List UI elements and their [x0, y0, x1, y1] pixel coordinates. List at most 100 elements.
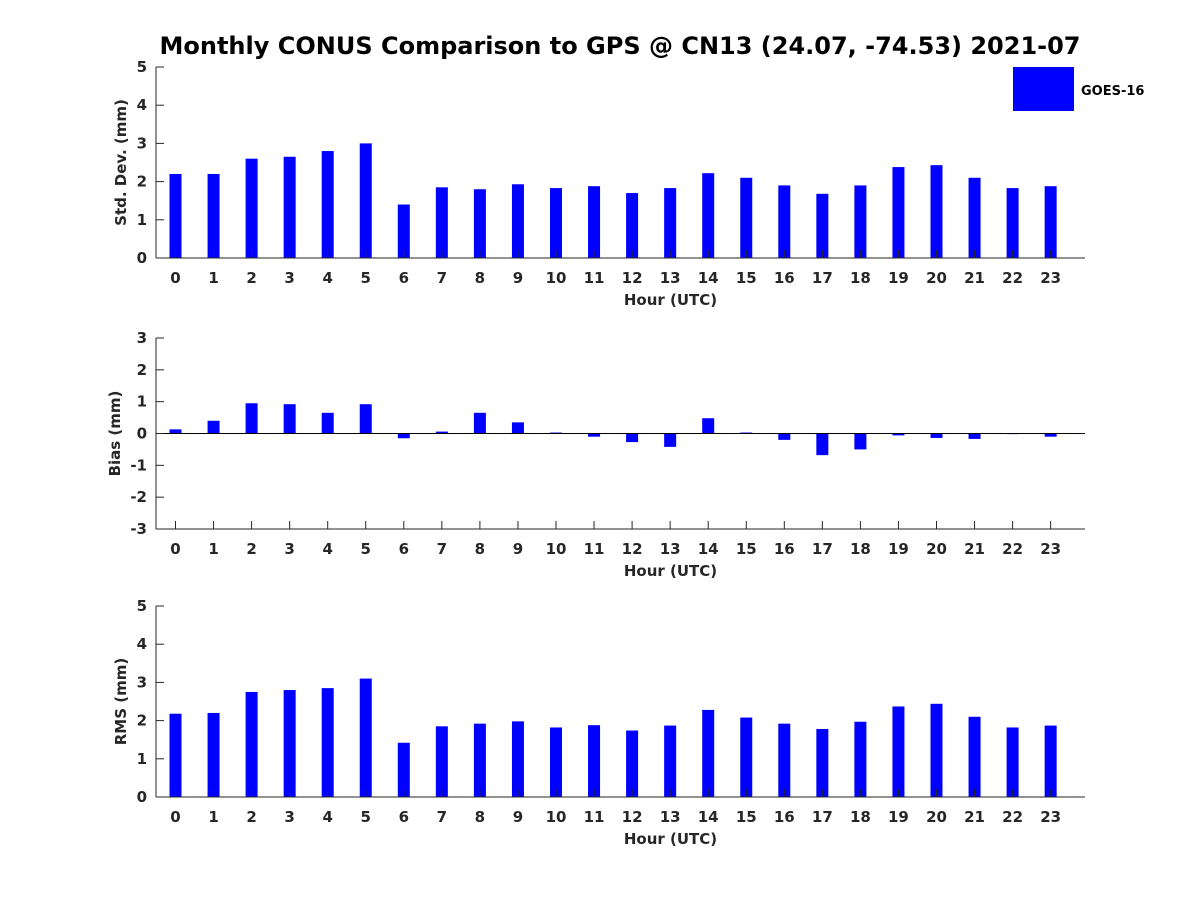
- x-tick-label: 14: [698, 808, 719, 826]
- x-axis-label: Hour (UTC): [624, 830, 717, 848]
- x-tick-label: 5: [361, 269, 371, 287]
- y-tick-label: 2: [137, 173, 147, 191]
- x-tick-label: 12: [622, 808, 643, 826]
- x-tick-label: 2: [246, 269, 256, 287]
- legend: GOES-16: [1013, 67, 1144, 111]
- y-tick-label: 2: [137, 712, 147, 730]
- bar-hour-9: [511, 184, 524, 258]
- bar-hour-5: [359, 404, 372, 434]
- x-tick-label: 11: [584, 540, 605, 558]
- x-tick-label: 15: [736, 540, 757, 558]
- bar-hour-14: [702, 173, 715, 258]
- x-tick-label: 9: [513, 808, 523, 826]
- x-tick-label: 8: [475, 269, 485, 287]
- x-tick-label: 4: [322, 269, 332, 287]
- x-tick-label: 8: [475, 540, 485, 558]
- y-tick-label: -2: [130, 488, 147, 506]
- bar-hour-6: [397, 433, 410, 439]
- bar-hour-6: [397, 742, 410, 797]
- x-tick-label: 1: [208, 540, 218, 558]
- bar-hour-12: [626, 730, 639, 797]
- bar-hour-16: [778, 433, 791, 440]
- x-tick-label: 11: [584, 808, 605, 826]
- bar-hour-18: [854, 721, 867, 797]
- bar-hour-2: [245, 691, 258, 797]
- bar-hour-4: [321, 151, 334, 258]
- x-tick-label: 17: [812, 808, 833, 826]
- y-tick-label: 5: [137, 58, 147, 76]
- x-tick-label: 9: [513, 540, 523, 558]
- bar-hour-19: [892, 167, 905, 258]
- bar-hour-13: [664, 188, 677, 258]
- bar-hour-11: [588, 725, 601, 797]
- x-tick-label: 6: [399, 808, 409, 826]
- x-tick-label: 9: [513, 269, 523, 287]
- y-tick-label: 5: [137, 597, 147, 615]
- bar-hour-5: [359, 143, 372, 258]
- x-tick-label: 7: [437, 540, 447, 558]
- bar-hour-12: [626, 433, 639, 443]
- x-tick-label: 14: [698, 540, 719, 558]
- y-tick-label: 1: [137, 750, 147, 768]
- x-tick-label: 5: [361, 540, 371, 558]
- x-tick-label: 7: [437, 269, 447, 287]
- bar-hour-20: [930, 433, 943, 438]
- bar-hour-13: [664, 725, 677, 797]
- bar-hour-21: [968, 433, 981, 439]
- x-tick-label: 16: [774, 808, 795, 826]
- x-tick-label: 16: [774, 269, 795, 287]
- x-tick-label: 1: [208, 269, 218, 287]
- x-tick-label: 3: [284, 269, 294, 287]
- bar-hour-16: [778, 723, 791, 797]
- bar-hour-19: [892, 433, 905, 436]
- bar-hour-10: [550, 727, 562, 797]
- y-tick-label: 4: [137, 96, 147, 114]
- x-tick-label: 21: [964, 540, 985, 558]
- bar-hour-23: [1044, 433, 1057, 437]
- bar-hour-8: [473, 412, 486, 434]
- x-tick-label: 12: [622, 269, 643, 287]
- x-tick-label: 20: [926, 808, 947, 826]
- x-tick-label: 22: [1002, 269, 1023, 287]
- bar-hour-20: [930, 165, 943, 258]
- x-tick-label: 19: [888, 540, 909, 558]
- x-tick-label: 13: [660, 269, 681, 287]
- x-tick-label: 16: [774, 540, 795, 558]
- bar-hour-20: [930, 703, 943, 797]
- legend-swatch-goes-16: [1013, 67, 1074, 111]
- y-tick-label: 0: [137, 425, 147, 443]
- x-tick-label: 10: [546, 540, 567, 558]
- bar-hour-3: [283, 156, 296, 258]
- x-tick-label: 18: [850, 269, 871, 287]
- x-tick-label: 3: [284, 808, 294, 826]
- y-tick-label: -3: [130, 520, 147, 538]
- y-tick-label: 0: [137, 249, 147, 267]
- x-tick-label: 22: [1002, 808, 1023, 826]
- bar-hour-17: [816, 433, 829, 456]
- bar-hour-2: [245, 158, 258, 258]
- x-tick-label: 0: [170, 269, 180, 287]
- x-tick-label: 0: [170, 540, 180, 558]
- bar-hour-14: [702, 709, 715, 797]
- y-tick-label: 0: [137, 788, 147, 806]
- x-tick-label: 18: [850, 808, 871, 826]
- x-tick-label: 10: [546, 808, 567, 826]
- x-tick-label: 19: [888, 808, 909, 826]
- bar-hour-15: [740, 177, 753, 258]
- y-axis-label: Bias (mm): [106, 391, 124, 477]
- y-tick-label: 3: [137, 329, 147, 347]
- bar-hour-1: [207, 173, 220, 258]
- x-tick-label: 23: [1040, 540, 1061, 558]
- x-tick-label: 11: [584, 269, 605, 287]
- y-tick-label: 2: [137, 361, 147, 379]
- bar-hour-23: [1044, 186, 1057, 258]
- bar-hour-21: [968, 177, 981, 258]
- x-tick-label: 17: [812, 269, 833, 287]
- bar-hour-8: [473, 189, 486, 258]
- x-tick-label: 0: [170, 808, 180, 826]
